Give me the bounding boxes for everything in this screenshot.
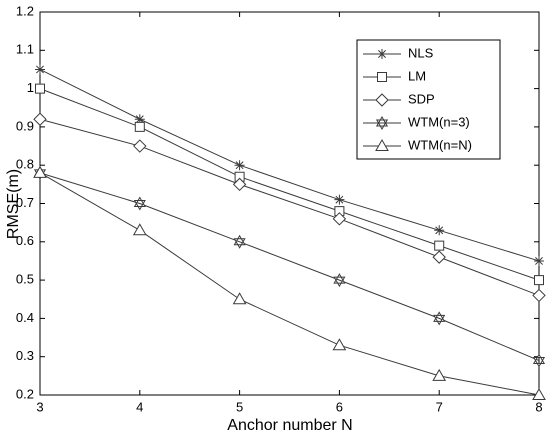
- data-marker: [33, 112, 47, 126]
- data-marker: [434, 240, 445, 251]
- data-marker: [234, 171, 245, 182]
- y-tick-label: 1: [27, 80, 34, 95]
- legend-label: NLS: [408, 45, 434, 60]
- y-tick-label: 0.8: [16, 157, 34, 172]
- legend-marker: [377, 72, 387, 82]
- legend-marker: [375, 93, 389, 107]
- data-marker: [534, 275, 544, 286]
- y-tick-label: 0.6: [16, 233, 34, 248]
- data-marker: [432, 250, 446, 264]
- legend-marker: [375, 116, 389, 130]
- series-line: [39, 69, 540, 262]
- x-tick-label: 4: [136, 399, 143, 414]
- data-marker: [532, 288, 546, 303]
- x-tick-label: 3: [36, 399, 43, 414]
- data-marker: [332, 212, 347, 226]
- data-marker: [35, 83, 45, 94]
- series-line: [39, 172, 540, 396]
- series-line: [39, 118, 540, 296]
- data-marker: [333, 273, 346, 288]
- data-marker: [332, 338, 347, 351]
- x-axis-label: Anchor number N: [227, 417, 352, 434]
- y-axis-label: RMSE(m): [5, 169, 22, 239]
- data-marker: [334, 194, 345, 205]
- data-marker: [532, 387, 546, 400]
- data-marker: [133, 196, 146, 211]
- x-tick-label: 6: [336, 399, 343, 414]
- data-marker: [132, 223, 147, 236]
- legend-label: LM: [408, 68, 426, 83]
- data-marker: [234, 160, 245, 171]
- series-line: [39, 172, 540, 361]
- legend-marker: [375, 138, 389, 151]
- legend-label: SDP: [408, 91, 435, 106]
- data-marker: [133, 139, 147, 153]
- y-tick-label: 0.9: [16, 118, 34, 133]
- legend-marker: [377, 49, 387, 59]
- data-marker: [35, 64, 45, 75]
- legend-label: WTM(n=3): [408, 114, 470, 129]
- data-marker: [233, 234, 246, 249]
- data-marker: [534, 255, 544, 266]
- y-tick-label: 0.3: [16, 348, 34, 363]
- data-marker: [532, 353, 546, 368]
- y-tick-label: 1.1: [16, 42, 34, 57]
- data-marker: [134, 121, 145, 132]
- data-marker: [134, 114, 145, 125]
- y-tick-label: 0.4: [16, 310, 34, 325]
- data-marker: [433, 311, 446, 326]
- data-marker: [232, 292, 247, 305]
- data-marker: [232, 177, 247, 192]
- data-marker: [434, 225, 445, 236]
- y-tick-label: 0.5: [16, 272, 34, 287]
- x-tick-label: 8: [535, 399, 542, 414]
- legend-label: WTM(n=N): [408, 137, 472, 152]
- y-tick-label: 0.2: [16, 386, 34, 401]
- data-marker: [33, 165, 47, 178]
- y-tick-label: 1.2: [16, 3, 34, 18]
- y-tick-label: 0.7: [16, 195, 34, 210]
- x-tick-label: 7: [436, 399, 443, 414]
- data-marker: [432, 368, 447, 381]
- series-line: [39, 88, 540, 281]
- x-tick-label: 5: [236, 399, 243, 414]
- data-marker: [334, 206, 345, 217]
